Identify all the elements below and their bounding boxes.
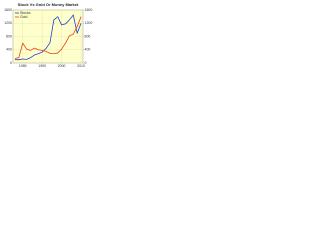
y-tick-label: 1600 <box>4 8 12 12</box>
y2-tick-label: 400 <box>85 48 91 52</box>
y-tick-label: 400 <box>6 48 12 52</box>
y2-tick-label: 1200 <box>85 21 93 25</box>
y-tick-label: 0 <box>10 61 12 65</box>
legend-label: Stocks <box>20 11 31 15</box>
y2-tick-label: 1600 <box>85 8 93 12</box>
series-line <box>14 14 82 61</box>
x-tick-label: 1990 <box>38 64 46 68</box>
x-tick-label: 2000 <box>58 64 66 68</box>
series-line <box>14 16 82 59</box>
x-tick-label: 2010 <box>77 64 85 68</box>
y-tick-label: 800 <box>6 34 12 38</box>
chart-title: Stock Vs Gold Or Money Market <box>18 2 79 7</box>
y-tick-label: 1200 <box>4 21 12 25</box>
chart: Stock Vs Gold Or Money Market 0 400 800 120… <box>0 0 96 72</box>
page: {"chart_data": {"type": "line", "title":… <box>0 0 96 72</box>
x-tick-label: 1980 <box>19 64 27 68</box>
legend-label: Gold <box>20 15 27 19</box>
y2-tick-label: 0 <box>85 61 87 65</box>
y2-tick-label: 800 <box>85 34 91 38</box>
